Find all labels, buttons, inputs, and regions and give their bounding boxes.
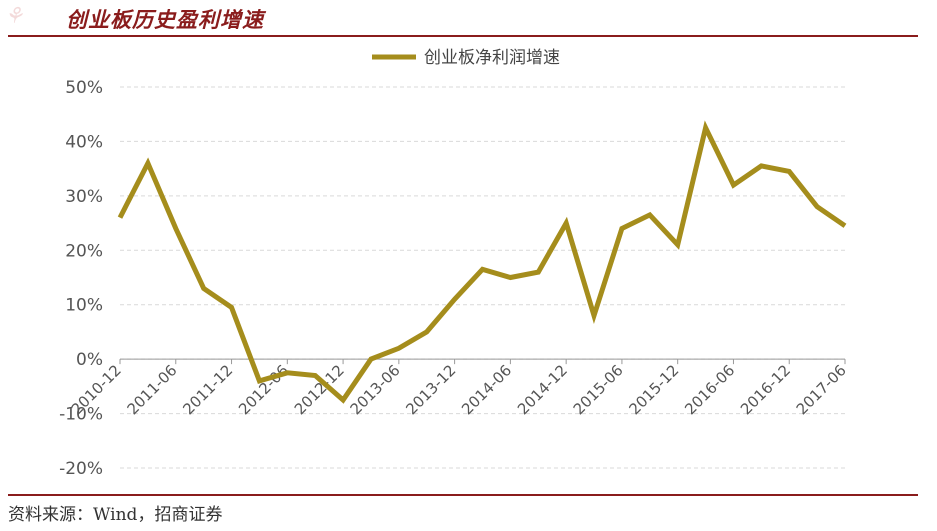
legend: 创业板净利润增速: [372, 48, 560, 68]
x-axis-ticks: 2010-122011-062011-122012-062012-122013-…: [68, 358, 850, 418]
x-tick-label: 2014-06: [458, 361, 515, 418]
y-tick-label: 50%: [65, 78, 103, 98]
x-tick-label: 2013-06: [347, 361, 404, 418]
x-tick-label: 2015-12: [625, 361, 682, 418]
legend-label: 创业板净利润增速: [424, 48, 560, 68]
y-tick-label: -10%: [59, 405, 103, 425]
y-tick-label: -20%: [59, 459, 103, 479]
source-note: 资料来源：Wind，招商证券: [8, 505, 223, 525]
x-tick-label: 2011-06: [124, 361, 181, 418]
x-tick-label: 2012-06: [235, 361, 292, 418]
y-axis-ticks: -20% -10% 0% 10% 20% 30% 40% 50%: [59, 78, 103, 479]
y-tick-label: 0%: [76, 350, 103, 370]
bottom-divider: [8, 494, 918, 496]
series-layer: [117, 120, 847, 404]
page-title: 创业板历史盈利增速: [66, 7, 264, 32]
x-tick-label: 2016-12: [737, 361, 794, 418]
y-tick-label: 20%: [65, 241, 103, 261]
x-tick-label: 2011-12: [179, 361, 236, 418]
x-tick-label: 2013-12: [402, 361, 459, 418]
header: ⚘ 创业板历史盈利增速: [0, 0, 937, 40]
x-tick-label: 2012-12: [291, 361, 348, 418]
y-tick-label: 10%: [65, 296, 103, 316]
x-tick-label: 2016-06: [681, 361, 738, 418]
x-tick-label: 2014-12: [514, 361, 571, 418]
x-tick-label: 2017-06: [793, 361, 850, 418]
top-divider: [8, 35, 918, 37]
y-tick-label: 30%: [65, 187, 103, 207]
y-tick-label: 40%: [65, 132, 103, 152]
logo-watermark-icon: ⚘: [4, 4, 24, 29]
x-tick-label: 2015-06: [570, 361, 627, 418]
grid-lines: [120, 86, 845, 469]
